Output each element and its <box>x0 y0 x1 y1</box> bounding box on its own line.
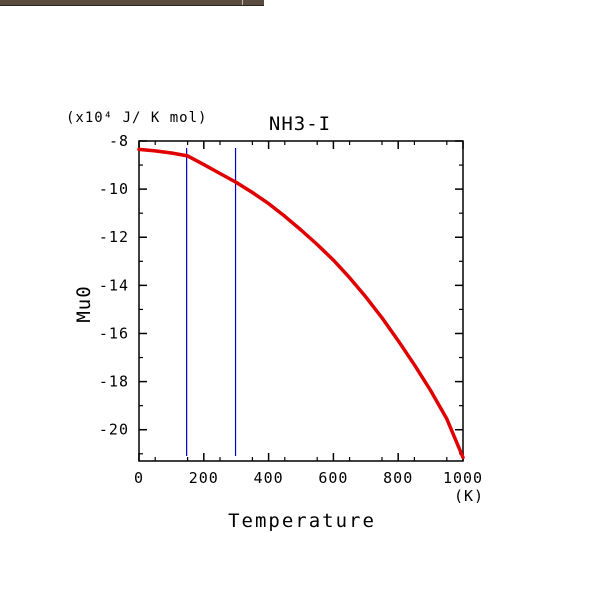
x-tick-label: 0 <box>134 469 144 487</box>
y-tick-label: -18 <box>99 373 129 391</box>
window-topbar <box>0 0 264 6</box>
y-tick-label: -16 <box>99 324 129 342</box>
x-tick-label: 800 <box>383 469 413 487</box>
plot-area: 0 200 400 600 800 1000 -8 -10 -12 -14 -16 -18 -20 <box>99 132 483 487</box>
y-tick-label: -10 <box>99 180 129 198</box>
x-tick-label: 400 <box>254 469 284 487</box>
x-axis-title: Temperature <box>228 510 376 532</box>
series-line <box>137 147 465 460</box>
chart-title: NH3-I <box>269 113 331 135</box>
y-unit-label: (x10⁴ J/ K mol) <box>66 110 207 126</box>
y-axis-title: Mu0 <box>73 285 95 322</box>
x-tick-label: 1000 <box>443 469 483 487</box>
topbar-highlight <box>242 0 243 5</box>
y-tick-label: -8 <box>109 132 129 150</box>
plot-frame <box>138 140 464 462</box>
x-unit-label: (K) <box>454 487 484 505</box>
y-tick-label: -20 <box>99 421 129 439</box>
x-tick-label: 600 <box>318 469 348 487</box>
x-tick-label: 200 <box>189 469 219 487</box>
y-tick-label: -14 <box>99 276 129 294</box>
y-tick-label: -12 <box>99 228 129 246</box>
